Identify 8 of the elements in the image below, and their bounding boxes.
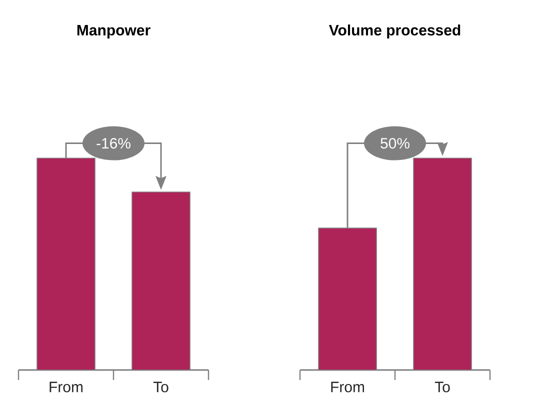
x-tick-label: From xyxy=(50,382,82,392)
x-tick-label: From xyxy=(331,382,364,392)
text: 50% xyxy=(380,138,410,149)
text: -16% xyxy=(96,138,130,149)
chart-title: Manpower xyxy=(77,25,150,38)
chart-title: Volume processed xyxy=(328,24,460,38)
x-tick-label: To xyxy=(153,382,168,392)
x-tick-label: To xyxy=(434,382,450,392)
